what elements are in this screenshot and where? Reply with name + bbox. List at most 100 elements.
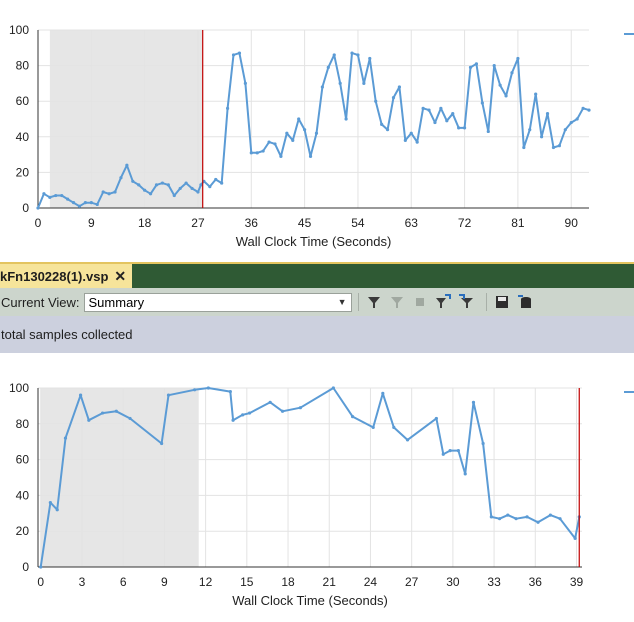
legend-swatch-top — [624, 33, 634, 35]
data-point — [569, 120, 573, 125]
data-point — [557, 144, 561, 148]
data-point — [421, 106, 425, 110]
data-point — [60, 193, 64, 198]
data-point — [391, 96, 396, 100]
cpu-usage-chart-bottom[interactable]: 0 20 40 60 80 100 0 3 6 9 12 15 18 21 24 27 30 33 36 39 Wall… — [0, 372, 634, 617]
data-point — [48, 195, 52, 199]
data-point — [516, 56, 520, 61]
current-view-label: Current View: — [1, 294, 80, 310]
data-point — [39, 565, 43, 569]
legend-swatch-bottom — [624, 391, 634, 393]
data-point — [474, 62, 479, 66]
data-point — [184, 181, 188, 185]
data-point — [433, 120, 437, 125]
document-tab[interactable]: kFn130228(1).vsp ✕ — [0, 264, 133, 288]
close-icon[interactable]: ✕ — [114, 267, 127, 284]
stop-icon[interactable] — [411, 293, 429, 311]
filter-disabled-icon[interactable] — [388, 293, 406, 311]
data-point — [551, 145, 556, 150]
data-point — [166, 393, 171, 397]
data-point — [128, 416, 132, 421]
data-point — [249, 151, 253, 155]
x-tick-label: 9 — [88, 216, 95, 230]
data-point — [350, 51, 354, 55]
data-point — [368, 56, 372, 61]
x-tick-label: 27 — [405, 575, 419, 589]
data-point — [331, 386, 335, 390]
data-point — [87, 418, 91, 422]
filter-clear-icon[interactable] — [457, 293, 475, 311]
export-icon[interactable] — [516, 293, 534, 311]
data-point — [497, 517, 502, 521]
data-point — [558, 517, 562, 521]
x-tick-label: 18 — [138, 216, 152, 230]
save-icon[interactable] — [493, 293, 511, 311]
x-tick-label: 39 — [570, 575, 584, 589]
data-point — [498, 83, 502, 87]
data-point — [71, 201, 76, 205]
data-point — [575, 117, 579, 121]
data-point — [427, 108, 431, 112]
data-point — [199, 183, 203, 187]
x-tick-label: 27 — [191, 216, 205, 230]
data-point — [54, 193, 58, 198]
data-point — [350, 415, 355, 419]
chart-svg-top[interactable]: 0 20 40 60 80 100 0 9 18 27 36 45 54 63 72 81 90 Wall Clo… — [0, 0, 634, 262]
data-point — [522, 145, 526, 150]
data-point — [137, 183, 141, 187]
data-point — [471, 400, 476, 404]
data-point — [36, 206, 40, 210]
data-point — [89, 201, 93, 205]
current-view-dropdown[interactable]: Summary ▼ — [83, 292, 352, 312]
cpu-usage-chart-top[interactable]: 0 20 40 60 80 100 0 9 18 27 36 45 54 63 72 81 90 Wall Clo… — [0, 0, 634, 262]
data-point — [403, 138, 407, 142]
y-tick-label: 60 — [16, 453, 30, 467]
data-point — [267, 140, 271, 144]
data-point — [166, 183, 170, 187]
y-tick-label: 100 — [9, 23, 29, 37]
data-point — [55, 508, 59, 512]
selected-time-range[interactable] — [40, 388, 199, 567]
data-point — [489, 515, 493, 519]
selected-time-range[interactable] — [49, 30, 203, 208]
data-point — [534, 92, 538, 96]
data-point — [131, 179, 135, 183]
data-point — [514, 517, 518, 521]
x-tick-label: 9 — [161, 575, 168, 589]
data-point — [481, 441, 485, 446]
x-tick-label: 24 — [364, 575, 378, 589]
data-point — [525, 515, 529, 519]
data-point — [320, 85, 324, 89]
data-point — [208, 185, 212, 189]
x-tick-label: 45 — [298, 216, 312, 230]
data-point — [154, 183, 159, 187]
current-view-value: Summary — [88, 294, 145, 310]
data-point — [439, 106, 443, 110]
y-tick-label: 20 — [16, 165, 30, 179]
data-point — [397, 85, 402, 89]
report-toolbar: Current View: Summary ▼ — [0, 288, 634, 316]
data-point — [338, 81, 342, 85]
x-tick-label: 21 — [323, 575, 337, 589]
data-point — [241, 413, 245, 417]
filter-icon[interactable] — [365, 293, 383, 311]
data-point — [247, 411, 252, 415]
info-bar: total samples collected — [0, 316, 634, 353]
data-point — [160, 181, 165, 185]
data-point — [332, 53, 336, 57]
x-axis-title: Wall Clock Time (Seconds) — [236, 234, 392, 249]
data-point — [243, 81, 247, 85]
data-point — [445, 119, 449, 123]
data-point — [344, 117, 348, 121]
x-tick-label: 30 — [446, 575, 460, 589]
data-point — [291, 138, 295, 142]
data-point — [362, 81, 366, 85]
data-point — [231, 53, 236, 57]
data-point — [119, 176, 123, 180]
filter-down-icon[interactable] — [434, 293, 452, 311]
data-point — [548, 513, 553, 517]
data-point — [48, 500, 52, 505]
x-tick-label: 54 — [351, 216, 365, 230]
data-point — [63, 436, 68, 440]
